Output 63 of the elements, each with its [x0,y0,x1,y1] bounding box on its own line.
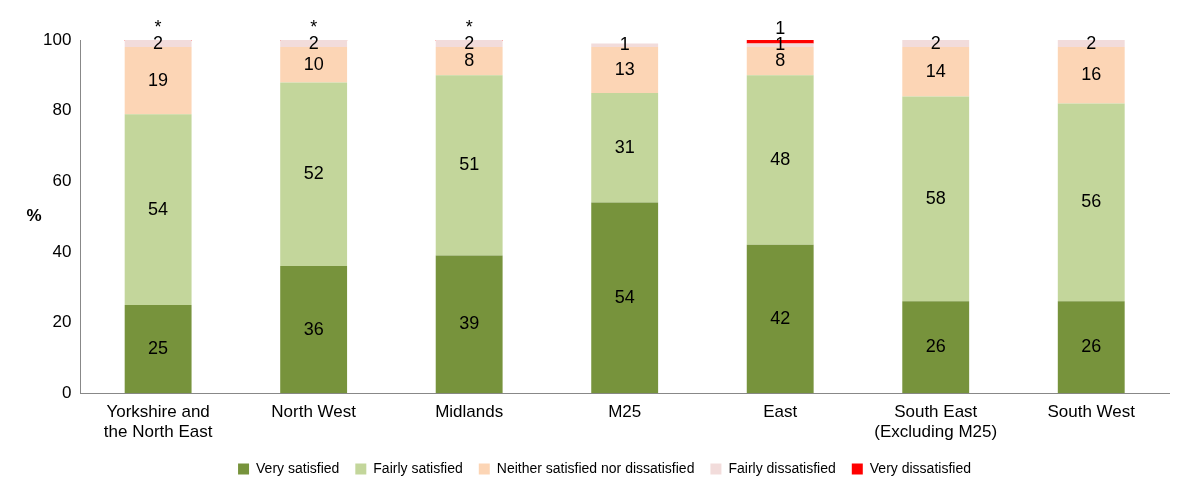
x-tick-label: Yorkshire and the North East [103,402,213,442]
bar [124,47,192,115]
legend-label: Neither satisfied nor dissatisfied [496,459,695,476]
bar [591,92,659,203]
y-axis-title: % [26,206,42,226]
y-tick-label: 20 [52,312,72,332]
x-tick-label: Midlands [435,402,504,422]
data-label: 14 [925,60,946,81]
data-label: 54 [148,198,169,219]
data-label: 10 [303,53,324,74]
data-label: 16 [1081,64,1102,85]
data-label: 19 [148,69,169,90]
legend-label: Fairly satisfied [373,459,463,476]
y-tick-label: 100 [42,29,72,49]
data-label: 2 [930,32,941,53]
bar [280,47,348,83]
data-label: 25 [148,338,169,359]
x-tick-label: East [763,402,798,422]
data-label: 26 [1081,336,1102,357]
data-label: 56 [1081,191,1102,212]
bar [124,114,192,305]
data-label: 1 [775,17,786,38]
bar [902,96,970,302]
bar [124,304,192,394]
data-label: 39 [459,313,480,334]
data-label: 8 [775,50,786,71]
bar [591,202,659,394]
x-tick-label: South East (Excluding M25) [874,402,998,442]
bar [746,75,814,245]
bar [435,75,503,256]
data-label: 13 [614,58,635,79]
bar [746,244,814,394]
data-label: 1 [619,34,630,55]
legend-label: Very dissatisfied [869,459,971,476]
bar [435,255,503,394]
bar [1057,301,1125,394]
legend-label: Fairly dissatisfied [728,459,836,476]
data-label: 52 [303,163,324,184]
data-label: 8 [464,50,475,71]
y-tick-label: 60 [52,170,72,190]
x-tick-label: North West [271,402,357,422]
x-tick-label: South West [1047,402,1136,422]
data-label: 48 [770,149,791,170]
data-label: 51 [459,154,480,175]
bar [280,82,348,267]
bar [435,47,503,76]
bar [1057,47,1125,104]
data-label: 54 [614,286,635,307]
legend-label: Very satisfied [256,459,340,476]
y-tick-label: 40 [52,241,72,261]
x-tick-label: M25 [608,402,642,422]
data-label: 36 [303,318,324,339]
bar [902,47,970,97]
bar [1057,103,1125,302]
data-label: 31 [614,136,635,157]
bar [280,266,348,394]
y-tick-label: 0 [61,382,72,402]
y-tick-label: 80 [52,100,72,120]
data-label: 26 [925,336,946,357]
data-label: 42 [770,308,791,328]
bar [902,301,970,394]
data-label: 2 [1086,32,1097,53]
data-label: 58 [925,187,946,208]
